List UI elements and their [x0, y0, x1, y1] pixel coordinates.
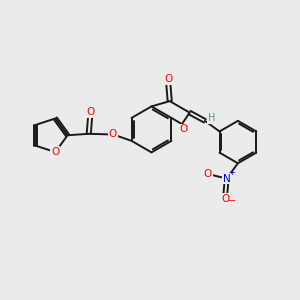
Text: O: O: [179, 124, 188, 134]
Text: O: O: [109, 129, 117, 140]
Text: N: N: [223, 174, 231, 184]
Text: O: O: [221, 194, 230, 204]
Text: +: +: [228, 168, 235, 177]
Text: O: O: [86, 107, 94, 117]
Text: H: H: [208, 113, 215, 124]
Text: O: O: [164, 74, 172, 84]
Text: O: O: [204, 169, 212, 179]
Text: −: −: [228, 196, 236, 206]
Text: O: O: [51, 147, 59, 157]
